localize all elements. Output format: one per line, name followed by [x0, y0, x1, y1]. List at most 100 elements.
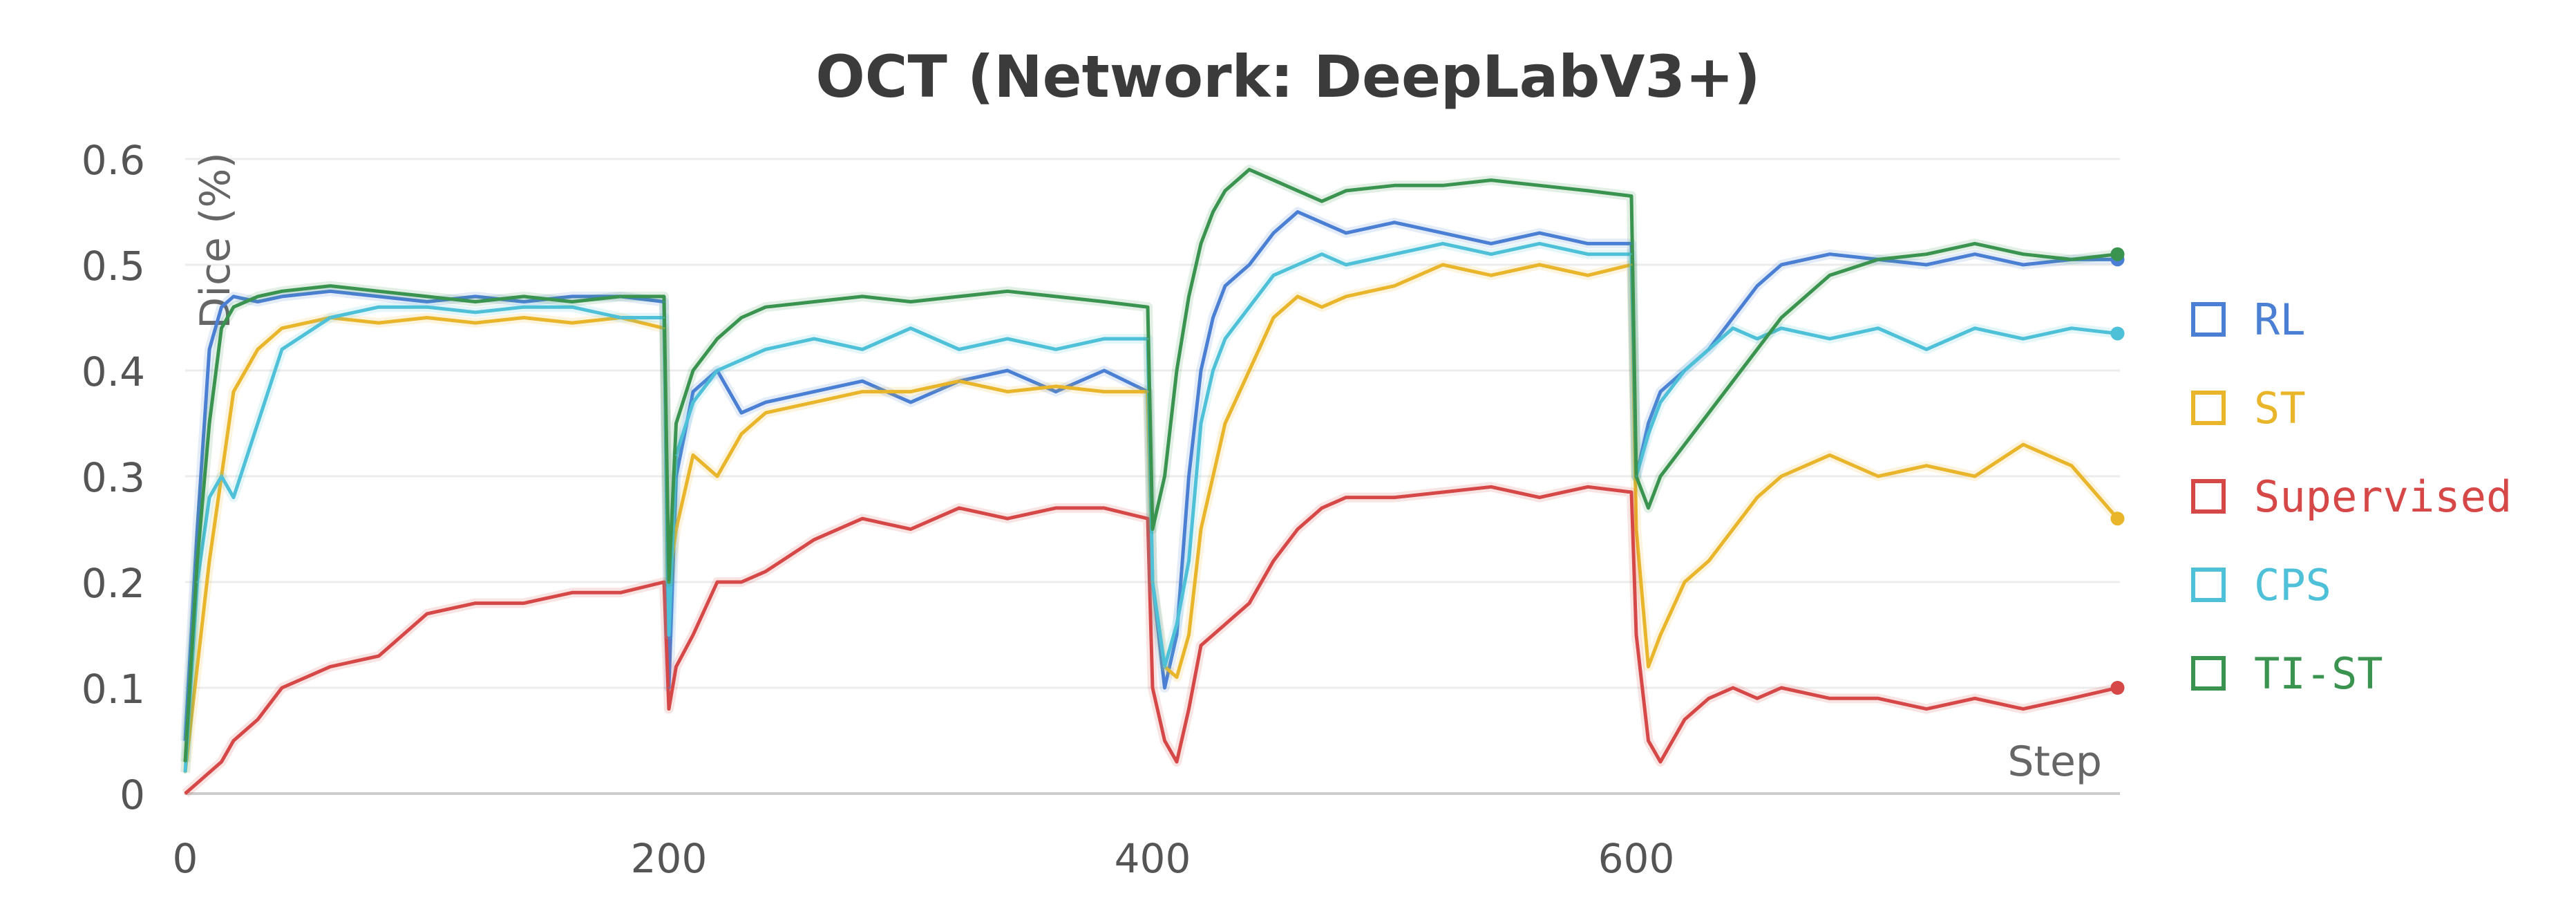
data-point: [1780, 327, 1783, 330]
data-point: [1630, 253, 1633, 256]
data-point: [522, 317, 525, 319]
data-point: [1707, 559, 1710, 562]
data-point: [1248, 369, 1251, 372]
data-point: [861, 391, 864, 393]
legend-swatch: [2191, 302, 2226, 337]
data-point: [861, 380, 864, 382]
y-tick-label: 0.2: [82, 560, 145, 607]
data-point: [522, 295, 525, 298]
data-point: [619, 317, 622, 319]
data-point: [1151, 686, 1154, 689]
data-point: [1272, 179, 1275, 182]
data-point: [740, 411, 743, 414]
data-point: [1973, 475, 1976, 478]
data-point: [1200, 242, 1202, 245]
data-point: [1054, 391, 1057, 393]
data-point: [813, 538, 815, 541]
data-point: [1212, 475, 1214, 478]
data-point: [1393, 496, 1396, 499]
data-point: [184, 760, 187, 763]
data-point: [1103, 507, 1106, 509]
data-point: [1732, 686, 1734, 689]
data-point: [1659, 391, 1662, 393]
data-point: [208, 496, 211, 499]
data-point: [1925, 465, 1928, 467]
data-point: [571, 306, 574, 308]
data-point: [426, 295, 428, 298]
data-point: [1925, 263, 1928, 266]
data-point: [716, 581, 719, 583]
data-point: [764, 401, 767, 404]
data-point: [909, 528, 912, 530]
legend-swatch: [2191, 568, 2226, 602]
data-point: [958, 348, 960, 350]
data-point: [2022, 263, 2025, 266]
data-point: [1188, 708, 1190, 711]
data-point: [184, 792, 187, 795]
data-point: [663, 327, 665, 330]
data-point: [1175, 760, 1178, 763]
data-point: [675, 475, 677, 478]
data-point: [813, 391, 815, 393]
data-point: [1828, 253, 1831, 256]
data-point: [675, 422, 677, 424]
data-point: [2070, 465, 2073, 467]
data-point: [1707, 411, 1710, 414]
series-line-supervised: [184, 485, 2119, 795]
data-point: [667, 581, 670, 583]
data-point: [1320, 306, 1323, 308]
data-point: [426, 301, 428, 303]
data-point: [329, 285, 332, 288]
data-point: [1732, 380, 1734, 382]
data-point: [1756, 348, 1759, 350]
data-point: [1707, 348, 1710, 350]
data-point: [958, 295, 960, 298]
data-point: [1828, 274, 1831, 277]
data-point: [1647, 665, 1649, 668]
data-point: [667, 634, 670, 636]
data-point: [1345, 189, 1347, 192]
data-point: [1490, 485, 1493, 488]
data-point: [1659, 475, 1662, 478]
data-point: [1200, 528, 1202, 530]
data-point: [571, 321, 574, 324]
data-point: [1272, 274, 1275, 277]
data-point: [1683, 718, 1686, 721]
data-point: [1296, 528, 1299, 530]
data-point: [1538, 242, 1541, 245]
series-end-point: [2110, 326, 2125, 341]
data-point: [1103, 301, 1106, 303]
legend-label: Supervised: [2254, 471, 2512, 522]
data-point: [1630, 263, 1633, 266]
data-point: [1146, 391, 1149, 393]
y-tick-label: 0.6: [82, 137, 145, 184]
data-point: [1224, 623, 1227, 626]
data-point: [1248, 602, 1251, 605]
data-point: [1345, 295, 1347, 298]
data-point: [1320, 221, 1323, 224]
data-point: [1175, 676, 1178, 679]
x-tick-label: 400: [1115, 835, 1191, 882]
y-tick-label: 0.5: [82, 243, 145, 290]
data-point: [1006, 290, 1009, 292]
data-point: [675, 453, 677, 456]
data-point: [2070, 697, 2073, 700]
data-point: [1877, 697, 1879, 700]
y-axis: 0 0.1 0.2 0.3 0.4 0.5 0.6: [82, 137, 145, 818]
data-point: [1054, 507, 1057, 509]
data-point: [1296, 211, 1299, 213]
data-point: [1587, 189, 1589, 192]
data-point: [281, 295, 283, 298]
data-point: [764, 306, 767, 308]
data-point: [861, 517, 864, 520]
data-point: [329, 290, 332, 292]
legend-swatch: [2191, 656, 2226, 691]
data-point: [1780, 317, 1783, 319]
data-point: [1272, 317, 1275, 319]
data-point: [426, 306, 428, 308]
data-point: [281, 290, 283, 292]
data-point: [232, 306, 235, 308]
data-point: [1006, 337, 1009, 340]
data-point: [1538, 232, 1541, 234]
data-point: [1345, 263, 1347, 266]
